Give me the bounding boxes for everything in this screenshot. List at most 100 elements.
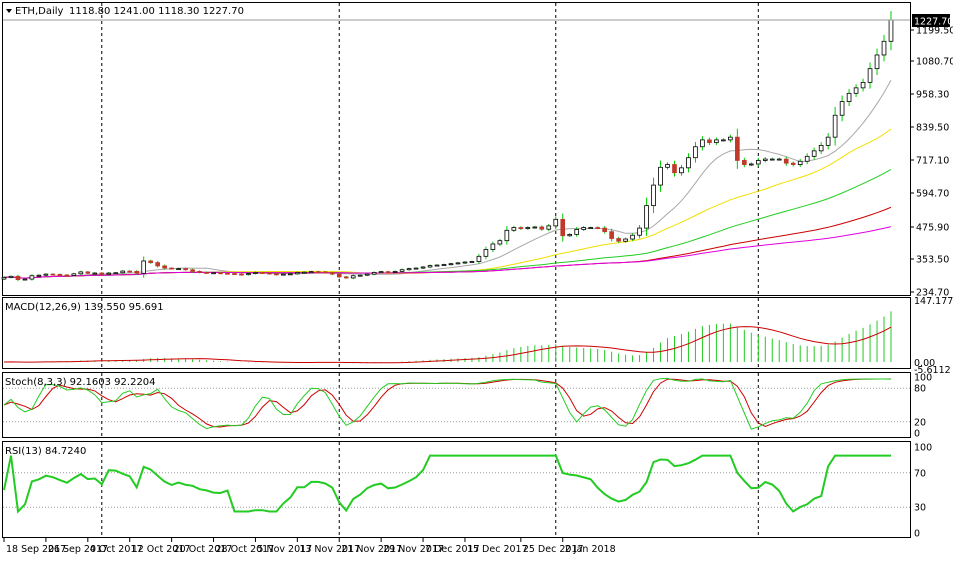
bull-candle-body [763,159,767,160]
bull-candle-body [826,137,830,145]
bull-candle-body [812,151,816,156]
bull-candle-body [400,270,404,272]
bull-candle-body [358,275,362,276]
bear-candle-body [274,274,278,275]
bull-candle-body [666,165,670,168]
bull-candle-body [645,206,649,228]
bear-candle-body [791,163,795,164]
time-tick-label: 15 Dec 2017 [467,544,528,555]
bull-candle-body [680,168,684,173]
stoch-tick-label: 80 [914,384,926,395]
bear-candle-body [337,274,341,277]
bull-candle-body [728,137,732,140]
bull-candle-body [889,20,893,41]
bear-candle-body [51,274,55,275]
bull-candle-body [121,271,125,273]
bull-candle-body [770,159,774,160]
bull-candle-body [547,226,551,229]
bear-candle-body [191,270,195,272]
bear-candle-body [219,273,223,274]
bull-candle-body [456,263,460,264]
bear-candle-body [673,165,677,173]
bull-candle-body [177,269,181,270]
rsi-tick-label: 100 [914,443,932,454]
bull-candle-body [212,273,216,274]
bull-candle-body [505,230,509,240]
bull-candle-body [512,228,516,231]
bull-candle-body [288,274,292,275]
bull-candle-body [372,272,376,274]
bull-candle-body [477,256,481,261]
bull-candle-body [114,273,118,274]
bear-candle-body [260,272,264,273]
ohlc-values: 1118.80 1241.00 1118.30 1227.70 [69,6,244,17]
bull-candle-body [756,160,760,164]
bull-candle-body [554,219,558,226]
bull-candle-body [428,266,432,267]
bear-candle-body [267,273,271,274]
stoch-tick-label: 0 [914,429,920,440]
bull-candle-body [526,228,530,229]
bull-candle-body [407,269,411,270]
bear-candle-body [603,228,607,232]
bear-candle-body [519,228,523,229]
bear-candle-body [240,274,244,275]
bull-candle-body [37,275,41,276]
bull-candle-body [631,235,635,239]
bull-candle-body [2,277,6,279]
bull-candle-body [805,156,809,161]
bear-candle-body [86,272,90,273]
bear-candle-body [170,268,174,269]
rsi-title: RSI(13) 84.7240 [5,446,86,457]
price-title: ETH,Daily 1118.80 1241.00 1118.30 1227.7… [6,6,244,17]
stoch-title: Stoch(8,3,3) 92.1603 92.2204 [5,377,156,388]
bear-candle-body [135,271,139,273]
bear-candle-body [610,232,614,239]
bull-candle-body [247,274,251,275]
bull-candle-body [72,274,76,276]
bear-candle-body [16,276,20,279]
bull-candle-body [847,93,851,101]
bear-candle-body [561,219,565,235]
price-tick-label: 594.70 [916,189,949,200]
bear-candle-body [707,140,711,143]
bear-candle-body [58,274,62,275]
bull-candle-body [421,267,425,268]
bear-candle-body [323,272,327,273]
price-tick-label: 839.50 [916,123,949,134]
bear-candle-body [540,227,544,229]
bull-candle-body [491,244,495,249]
bull-candle-body [498,241,502,244]
bull-candle-body [44,274,48,275]
stoch-tick-label: 20 [914,417,926,428]
bull-candle-body [589,228,593,229]
bear-candle-body [742,160,746,164]
bull-candle-body [575,229,579,234]
bull-candle-body [568,234,572,235]
bear-candle-body [163,266,167,268]
bull-candle-body [414,268,418,269]
bull-candle-body [659,167,663,185]
bull-candle-body [463,262,467,263]
bull-candle-body [302,272,306,273]
bear-candle-body [149,261,153,263]
bull-candle-body [819,145,823,150]
bear-candle-body [128,271,132,272]
bull-candle-body [749,164,753,165]
bull-candle-body [449,264,453,265]
bear-candle-body [344,277,348,278]
price-tick-label: 353.50 [916,255,949,266]
bear-candle-body [596,228,600,229]
last-price-tag-text: 1227.70 [914,17,953,28]
bear-candle-body [156,263,160,266]
bear-candle-body [184,269,188,270]
bull-candle-body [351,276,355,278]
bull-candle-body [694,147,698,158]
bear-candle-body [226,273,230,274]
bull-candle-body [379,272,383,273]
price-tick-label: 1080.70 [916,57,953,68]
bear-candle-body [233,274,237,275]
bull-candle-body [624,239,628,241]
price-tick-label: 958.30 [916,90,949,101]
